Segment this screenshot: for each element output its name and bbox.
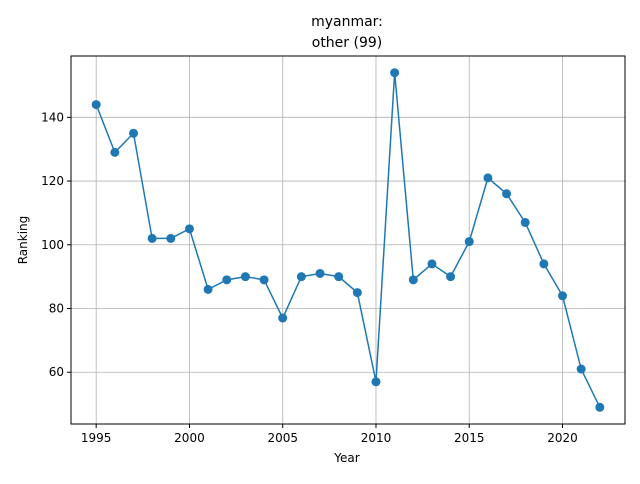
- x-tick-label: 2010: [361, 431, 392, 445]
- data-point: [558, 291, 568, 301]
- data-point: [334, 272, 344, 282]
- x-axis: 1995 2000 2005 2010 2015 2020: [81, 424, 578, 445]
- data-point: [502, 189, 512, 199]
- y-tick-label: 120: [41, 174, 64, 188]
- data-point: [147, 233, 157, 243]
- data-point: [352, 288, 362, 298]
- data-point: [576, 364, 586, 374]
- x-tick-label: 1995: [81, 431, 112, 445]
- y-tick-label: 80: [49, 302, 64, 316]
- data-point: [315, 268, 325, 278]
- data-point: [184, 224, 194, 234]
- data-point: [427, 259, 437, 269]
- data-point: [278, 313, 288, 323]
- x-tick-label: 2015: [454, 431, 485, 445]
- data-point: [390, 68, 400, 78]
- data-point: [595, 402, 605, 412]
- data-point: [483, 173, 493, 183]
- data-point: [203, 284, 213, 294]
- data-point: [296, 272, 306, 282]
- data-point: [446, 272, 456, 282]
- data-point: [222, 275, 232, 285]
- data-point: [464, 237, 474, 247]
- data-point: [408, 275, 418, 285]
- y-tick-label: 100: [41, 238, 64, 252]
- x-tick-label: 2020: [547, 431, 578, 445]
- y-tick-label: 60: [49, 365, 64, 379]
- data-point: [240, 272, 250, 282]
- data-point: [110, 147, 120, 157]
- chart-title-line-2: other (99): [312, 35, 383, 51]
- y-tick-label: 140: [41, 110, 64, 124]
- data-point: [166, 233, 176, 243]
- data-point: [259, 275, 269, 285]
- grid: [71, 56, 625, 424]
- series-line: [95, 72, 601, 408]
- y-axis: 60 80 100 120 140: [41, 110, 71, 379]
- x-tick-label: 2000: [174, 431, 205, 445]
- x-tick-label: 2005: [267, 431, 298, 445]
- plot-frame: [70, 55, 626, 425]
- y-axis-label: Ranking: [16, 216, 30, 265]
- x-axis-label: Year: [333, 451, 359, 465]
- series-layer: [91, 68, 605, 412]
- data-point: [128, 128, 138, 138]
- data-point: [520, 217, 530, 227]
- data-point: [91, 100, 101, 110]
- data-point: [371, 377, 381, 387]
- chart-title-line-1: myanmar:: [311, 14, 383, 30]
- data-point: [539, 259, 549, 269]
